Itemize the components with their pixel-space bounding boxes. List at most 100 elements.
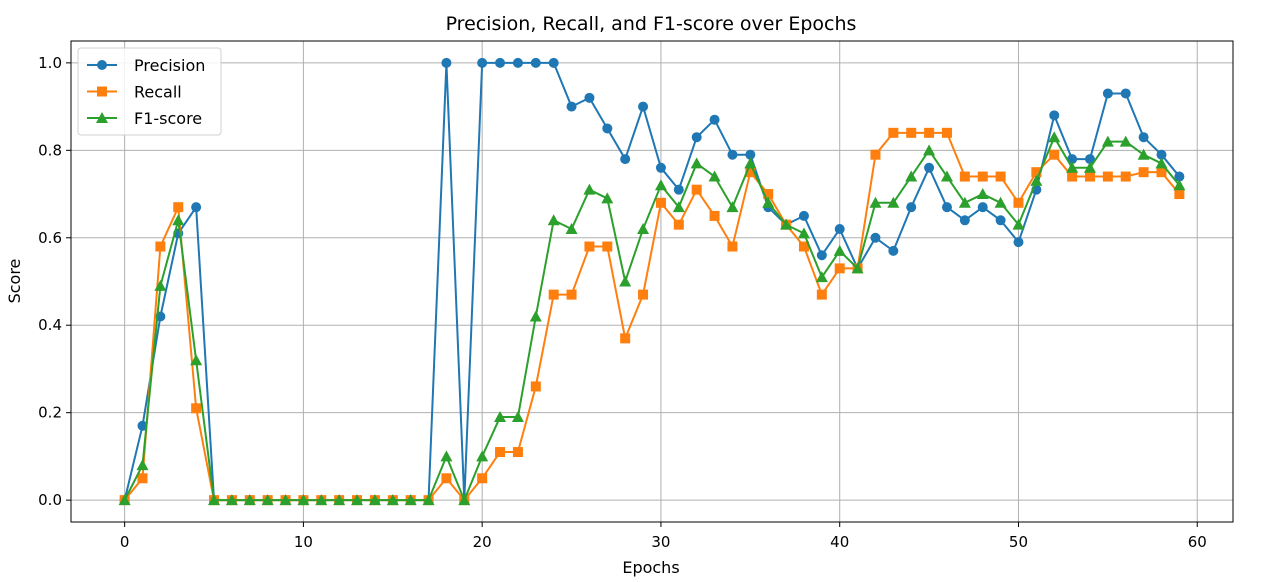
- recall-point: [495, 447, 506, 458]
- f1-score-point: [1066, 161, 1079, 173]
- f1-score-point: [672, 201, 685, 213]
- recall-point: [709, 210, 720, 221]
- precision-point: [1156, 149, 1167, 160]
- legend-label: Recall: [134, 83, 182, 102]
- series-precision: [119, 57, 1185, 506]
- recall-point: [834, 263, 845, 274]
- f1-score-point: [494, 411, 507, 423]
- x-tick-label: 50: [1009, 533, 1028, 551]
- precision-point: [673, 184, 684, 195]
- precision-point: [495, 57, 506, 68]
- precision-point: [959, 215, 970, 226]
- precision-point: [798, 210, 809, 221]
- precision-point: [1120, 88, 1131, 99]
- legend-item-precision: Precision: [87, 56, 205, 75]
- f1-score-point: [1119, 135, 1132, 147]
- precision-point: [1174, 171, 1185, 182]
- recall-point: [1049, 149, 1060, 160]
- f1-score-point: [225, 494, 238, 506]
- f1-score-point: [154, 279, 167, 291]
- axis-ticks: 0 10 20 30 40 50 60 0.0 0.2 0.4 0.6 0.8 1.0: [38, 54, 1207, 551]
- precision-point: [977, 202, 988, 213]
- recall-point: [477, 473, 488, 484]
- legend-item-recall: Recall: [87, 83, 182, 102]
- f1-score-point: [529, 310, 542, 322]
- x-tick-label: 10: [294, 533, 313, 551]
- precision-point: [620, 154, 631, 165]
- f1-score-point: [351, 494, 364, 506]
- f1-score-point: [762, 196, 775, 208]
- series-f1-score: [118, 131, 1186, 506]
- precision-point: [870, 232, 881, 243]
- data-series: [118, 57, 1186, 506]
- legend-item-f1-score: F1-score: [87, 109, 202, 128]
- f1-score-point: [619, 275, 632, 287]
- precision-point: [745, 149, 756, 160]
- recall-point: [1156, 167, 1167, 178]
- f1-score-point: [726, 201, 739, 213]
- series-recall: [119, 127, 1185, 506]
- precision-point: [477, 57, 488, 68]
- x-tick-label: 20: [473, 533, 492, 551]
- f1-score-point: [547, 214, 560, 226]
- f1-score-point: [994, 196, 1007, 208]
- f1-score-point: [815, 271, 828, 283]
- f1-score-point: [261, 494, 274, 506]
- y-tick-label: 0.6: [38, 229, 62, 247]
- y-tick-label: 0.4: [38, 316, 62, 334]
- f1-score-point: [654, 179, 667, 191]
- f1-score-point: [601, 192, 614, 204]
- precision-point: [995, 215, 1006, 226]
- f1-score-point: [190, 354, 203, 366]
- f1-score-point: [583, 183, 596, 195]
- f1-score-point: [940, 170, 953, 182]
- recall-point: [1174, 189, 1185, 200]
- f1-score-point: [476, 450, 489, 462]
- precision-point: [655, 162, 666, 173]
- f1-score-point: [637, 223, 650, 235]
- recall-point: [584, 241, 595, 252]
- precision-point: [638, 101, 649, 112]
- f1-score-point: [422, 494, 435, 506]
- precision-point: [834, 224, 845, 235]
- recall-point: [620, 333, 631, 344]
- recall-point: [763, 189, 774, 200]
- f1-score-point: [797, 227, 810, 239]
- recall-point: [655, 197, 666, 208]
- f1-score-point: [976, 188, 989, 200]
- recall-point: [1138, 167, 1149, 178]
- recall-point: [673, 219, 684, 230]
- recall-point: [941, 127, 952, 138]
- recall-point: [566, 289, 577, 300]
- y-tick-label: 1.0: [38, 54, 62, 72]
- recall-point: [191, 403, 202, 414]
- f1-score-point: [172, 214, 185, 226]
- f1-score-point: [690, 157, 703, 169]
- precision-line: [123, 61, 1181, 502]
- legend-label: Precision: [134, 56, 205, 75]
- grid-lines: [71, 41, 1233, 522]
- precision-point: [906, 202, 917, 213]
- precision-point: [1013, 237, 1024, 248]
- f1-score-point: [887, 196, 900, 208]
- recall-point: [173, 202, 184, 213]
- precision-point: [727, 149, 738, 160]
- legend-label: F1-score: [134, 109, 202, 128]
- recall-point: [602, 241, 613, 252]
- precision-point: [888, 245, 899, 256]
- f1-score-point: [136, 459, 149, 471]
- recall-point: [137, 473, 148, 484]
- recall-point: [441, 473, 452, 484]
- f1-score-point: [780, 218, 793, 230]
- y-tick-label: 0.0: [38, 491, 62, 509]
- legend-marker: [97, 86, 107, 97]
- y-tick-label: 0.8: [38, 141, 62, 159]
- x-tick-label: 30: [651, 533, 670, 551]
- f1-score-point: [404, 494, 417, 506]
- recall-point: [1031, 167, 1042, 178]
- f1-score-point: [744, 157, 757, 169]
- x-tick-label: 60: [1188, 533, 1207, 551]
- recall-point: [745, 167, 756, 178]
